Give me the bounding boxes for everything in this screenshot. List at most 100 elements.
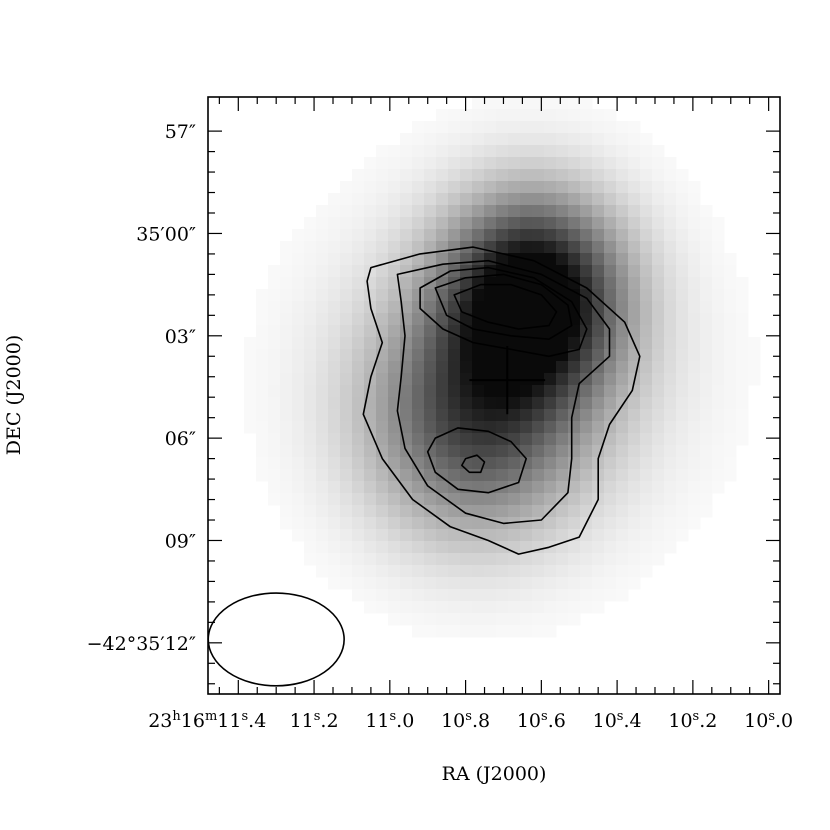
image-pixel xyxy=(376,193,389,206)
image-pixel xyxy=(268,481,281,494)
image-pixel xyxy=(532,361,545,374)
image-pixel xyxy=(640,289,653,302)
image-pixel xyxy=(532,385,545,398)
image-pixel xyxy=(652,505,665,518)
image-pixel xyxy=(280,277,293,290)
image-pixel xyxy=(676,493,689,506)
image-pixel xyxy=(400,421,413,434)
image-pixel xyxy=(592,433,605,446)
x-tick-label: 11s.2 xyxy=(290,709,339,732)
image-pixel xyxy=(628,253,641,266)
image-pixel xyxy=(748,337,761,350)
image-pixel xyxy=(424,397,437,410)
image-pixel xyxy=(460,229,473,242)
image-pixel xyxy=(592,133,605,146)
image-pixel xyxy=(448,349,461,362)
image-pixel xyxy=(388,325,401,338)
image-pixel xyxy=(688,481,701,494)
image-pixel xyxy=(532,205,545,218)
image-pixel xyxy=(496,121,509,134)
image-pixel xyxy=(496,241,509,254)
image-pixel xyxy=(532,157,545,170)
image-pixel xyxy=(424,337,437,350)
contour-level-4 xyxy=(434,273,573,341)
image-pixel xyxy=(712,421,725,434)
image-pixel xyxy=(496,157,509,170)
image-pixel xyxy=(640,157,653,170)
image-pixel xyxy=(724,301,737,314)
image-pixel xyxy=(364,469,377,482)
image-pixel xyxy=(556,337,569,350)
x-tick-label: 11s.0 xyxy=(365,709,414,732)
image-pixel xyxy=(304,433,317,446)
image-pixel xyxy=(328,505,341,518)
image-pixel xyxy=(664,277,677,290)
image-pixel xyxy=(496,457,509,470)
image-pixel xyxy=(472,361,485,374)
image-pixel xyxy=(436,109,449,122)
image-pixel xyxy=(688,265,701,278)
image-pixel xyxy=(352,565,365,578)
image-pixel xyxy=(508,457,521,470)
image-pixel xyxy=(316,529,329,542)
image-pixel xyxy=(616,229,629,242)
image-pixel xyxy=(340,277,353,290)
image-pixel xyxy=(628,241,641,254)
image-pixel xyxy=(412,337,425,350)
image-pixel xyxy=(580,205,593,218)
image-pixel xyxy=(652,361,665,374)
image-pixel xyxy=(328,229,341,242)
image-pixel xyxy=(364,589,377,602)
image-pixel xyxy=(700,409,713,422)
image-pixel xyxy=(340,205,353,218)
image-pixel xyxy=(676,325,689,338)
image-pixel xyxy=(376,145,389,158)
image-pixel xyxy=(412,517,425,530)
image-pixel xyxy=(448,109,461,122)
image-pixel xyxy=(520,433,533,446)
image-pixel xyxy=(544,589,557,602)
image-pixel xyxy=(304,373,317,386)
image-pixel xyxy=(256,361,269,374)
image-pixel xyxy=(604,145,617,158)
image-pixel xyxy=(544,577,557,590)
image-pixel xyxy=(304,517,317,530)
image-pixel xyxy=(592,505,605,518)
image-pixel xyxy=(628,457,641,470)
image-pixel xyxy=(280,373,293,386)
image-pixel xyxy=(640,301,653,314)
image-pixel xyxy=(460,361,473,374)
image-pixel xyxy=(412,157,425,170)
image-pixel xyxy=(652,313,665,326)
image-pixel xyxy=(484,589,497,602)
image-pixel xyxy=(556,589,569,602)
image-pixel xyxy=(688,229,701,242)
image-pixel xyxy=(460,145,473,158)
image-pixel xyxy=(676,481,689,494)
image-pixel xyxy=(256,433,269,446)
image-pixel xyxy=(616,409,629,422)
image-pixel xyxy=(676,517,689,530)
image-pixel xyxy=(700,505,713,518)
image-pixel xyxy=(256,373,269,386)
image-pixel xyxy=(460,493,473,506)
image-pixel xyxy=(424,601,437,614)
image-pixel xyxy=(652,373,665,386)
image-pixel xyxy=(712,325,725,338)
image-pixel xyxy=(484,565,497,578)
image-pixel xyxy=(676,193,689,206)
image-pixel xyxy=(412,565,425,578)
image-pixel xyxy=(520,169,533,182)
image-pixel xyxy=(448,457,461,470)
image-pixel xyxy=(496,229,509,242)
image-pixel xyxy=(268,301,281,314)
image-pixel xyxy=(424,241,437,254)
image-pixel xyxy=(544,361,557,374)
image-pixel xyxy=(520,445,533,458)
image-pixel xyxy=(484,169,497,182)
y-tick-labels: 57″ 35′00″ 03″ 06″ 09″ −42°35′12″ xyxy=(87,121,196,655)
image-pixel xyxy=(328,553,341,566)
image-pixel xyxy=(472,97,485,110)
image-pixel xyxy=(520,241,533,254)
image-pixel xyxy=(364,601,377,614)
